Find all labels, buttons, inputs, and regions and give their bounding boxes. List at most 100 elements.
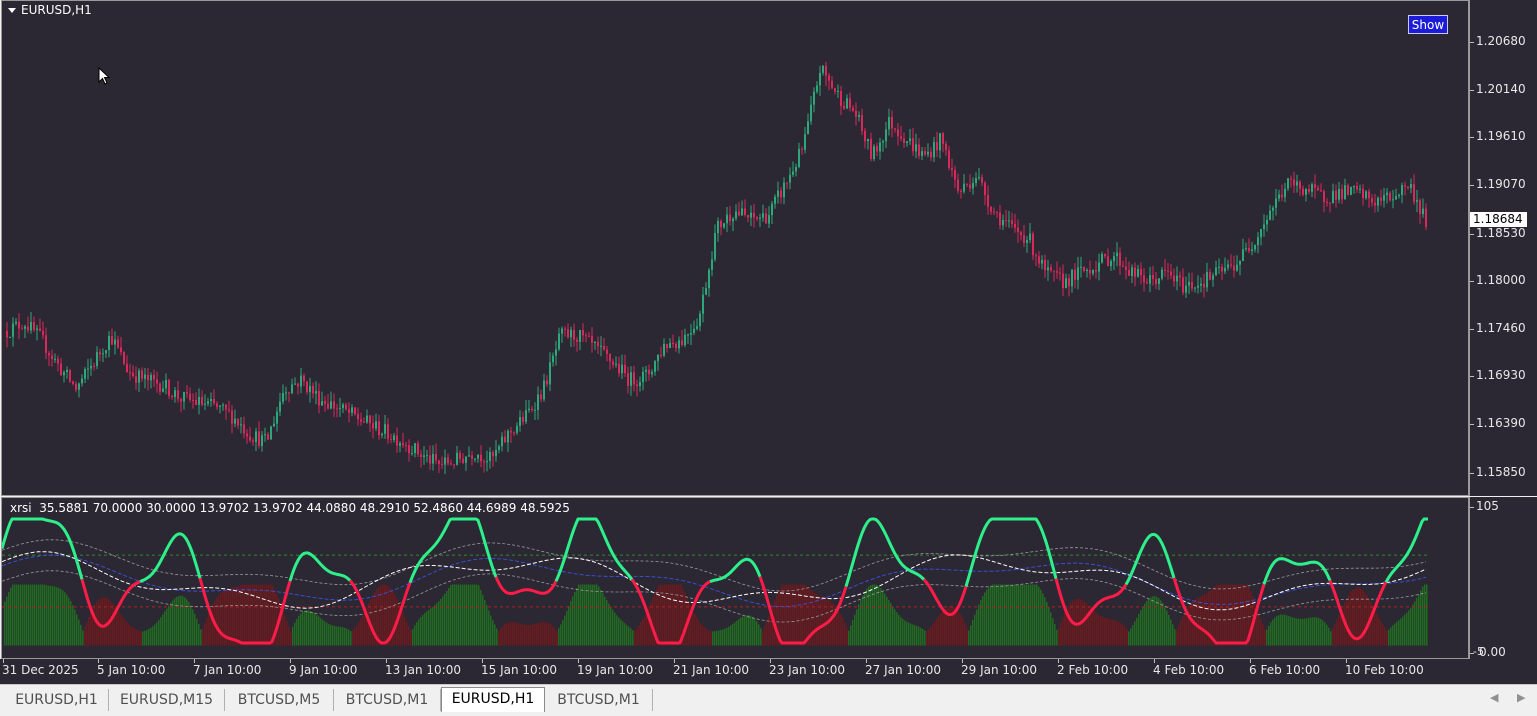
histogram-bar bbox=[1098, 614, 1100, 646]
histogram-bar bbox=[1036, 584, 1038, 646]
caret-down-icon[interactable] bbox=[8, 8, 16, 13]
price-chart-pane[interactable]: EURUSD,H1 Show bbox=[1, 0, 1469, 496]
histogram-bar bbox=[154, 624, 156, 646]
histogram-bar bbox=[1414, 601, 1416, 646]
histogram-bar bbox=[918, 626, 920, 646]
histogram-bar bbox=[74, 609, 76, 646]
candle-body bbox=[807, 121, 809, 135]
histogram-bar bbox=[1114, 620, 1116, 646]
candle-body bbox=[858, 115, 860, 117]
histogram-bar bbox=[504, 624, 506, 646]
chart-tab[interactable]: EURUSD,M15 bbox=[109, 689, 225, 711]
histogram-bar bbox=[234, 586, 236, 646]
histogram-bar bbox=[358, 622, 360, 646]
histogram-bar bbox=[996, 584, 998, 646]
scroll-left-icon[interactable]: ◀ bbox=[1490, 691, 1499, 704]
candle-body bbox=[135, 376, 137, 383]
scroll-right-icon[interactable]: ▶ bbox=[1517, 691, 1526, 704]
candle-body bbox=[1413, 184, 1415, 202]
histogram-bar bbox=[224, 589, 226, 646]
histogram-bar bbox=[324, 621, 326, 646]
histogram-bar bbox=[1364, 592, 1366, 646]
chart-tab[interactable]: BTCUSD,M1 bbox=[545, 689, 653, 711]
histogram-bar bbox=[320, 618, 322, 646]
histogram-bar bbox=[1184, 612, 1186, 646]
candle-body bbox=[327, 403, 329, 409]
histogram-bar bbox=[1352, 589, 1354, 646]
candle-body bbox=[1176, 275, 1178, 282]
candle-body bbox=[717, 220, 719, 234]
candle-body bbox=[27, 326, 29, 331]
histogram-bar bbox=[544, 622, 546, 646]
chart-tab[interactable]: EURUSD,H1 bbox=[5, 689, 109, 711]
chart-symbol-title[interactable]: EURUSD,H1 bbox=[8, 3, 92, 17]
histogram-bar bbox=[910, 623, 912, 646]
histogram-bar bbox=[1004, 584, 1006, 646]
histogram-bar bbox=[714, 631, 716, 646]
histogram-bar bbox=[126, 622, 128, 646]
time-axis-label: 31 Dec 2025 bbox=[2, 663, 79, 677]
histogram-bar bbox=[150, 627, 152, 646]
candle-body bbox=[615, 363, 617, 365]
histogram-bar bbox=[240, 585, 242, 646]
histogram-bar bbox=[742, 616, 744, 646]
candle-body bbox=[1287, 178, 1289, 189]
histogram-bar bbox=[1170, 619, 1172, 646]
candle-body bbox=[663, 343, 665, 356]
indicator-axis[interactable]: 105 -5 0.00 bbox=[1469, 497, 1537, 659]
chart-tab[interactable]: BTCUSD,M1 bbox=[334, 689, 441, 711]
histogram-bar bbox=[1070, 602, 1072, 646]
indicator-pane[interactable]: xrsi 35.5881 70.0000 30.0000 13.9702 13.… bbox=[1, 497, 1469, 659]
histogram-bar bbox=[848, 630, 850, 646]
histogram-bar bbox=[288, 626, 290, 646]
chart-tab[interactable]: BTCUSD,M5 bbox=[225, 689, 334, 711]
histogram-bar bbox=[998, 584, 1000, 646]
histogram-bar bbox=[634, 630, 636, 646]
candle-body bbox=[453, 464, 455, 466]
candle-body bbox=[366, 415, 368, 423]
candle-body bbox=[384, 424, 386, 434]
histogram-bar bbox=[770, 610, 772, 646]
histogram-bar bbox=[130, 625, 132, 646]
histogram-bar bbox=[876, 584, 878, 646]
histogram-bar bbox=[1248, 586, 1250, 646]
histogram-bar bbox=[1222, 584, 1224, 646]
candle-body bbox=[336, 408, 338, 410]
histogram-bar bbox=[402, 612, 404, 646]
candle-body bbox=[816, 85, 818, 92]
histogram-bar bbox=[1104, 617, 1106, 646]
histogram-bar bbox=[1396, 621, 1398, 646]
candle-body bbox=[1320, 190, 1322, 192]
histogram-bar bbox=[1240, 584, 1242, 646]
candle-body bbox=[429, 455, 431, 464]
histogram-bar bbox=[360, 618, 362, 646]
histogram-bar bbox=[1422, 586, 1424, 646]
candle-body bbox=[1350, 186, 1352, 195]
histogram-bar bbox=[1320, 618, 1322, 646]
histogram-bar bbox=[282, 609, 284, 646]
histogram-bar bbox=[874, 584, 876, 646]
candle-body bbox=[120, 347, 122, 353]
candle-body bbox=[270, 426, 272, 440]
histogram-bar bbox=[1266, 629, 1268, 646]
candle-body bbox=[444, 457, 446, 465]
histogram-bar bbox=[1112, 619, 1114, 646]
histogram-bar bbox=[558, 628, 560, 646]
candle-body bbox=[1296, 181, 1298, 186]
price-axis[interactable]: 1.20680 1.20140 1.19610 1.19070 1.18530 1.180… bbox=[1469, 0, 1537, 496]
candle-body bbox=[960, 190, 962, 192]
histogram-bar bbox=[936, 618, 938, 646]
histogram-bar bbox=[216, 597, 218, 646]
histogram-bar bbox=[724, 628, 726, 646]
histogram-bar bbox=[1360, 588, 1362, 646]
show-button[interactable]: Show bbox=[1408, 15, 1448, 34]
candle-body bbox=[1272, 207, 1274, 211]
histogram-bar bbox=[838, 610, 840, 646]
time-axis[interactable]: 31 Dec 2025 5 Jan 10:00 7 Jan 10:00 9 Jan 1… bbox=[0, 659, 1537, 684]
chart-tab[interactable]: EURUSD,H1 bbox=[441, 687, 545, 712]
candle-body bbox=[474, 458, 476, 460]
histogram-bar bbox=[1284, 614, 1286, 646]
candle-body bbox=[750, 212, 752, 218]
candle-body bbox=[1254, 245, 1256, 250]
histogram-bar bbox=[492, 620, 494, 646]
